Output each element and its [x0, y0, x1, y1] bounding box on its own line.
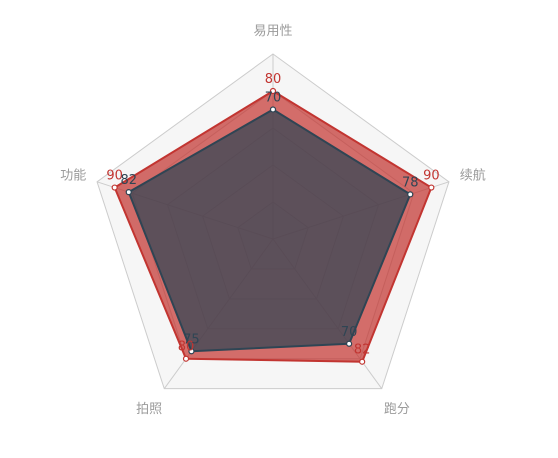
data-point [346, 340, 353, 347]
indicator-label: 功能 [60, 168, 86, 183]
data-point [188, 348, 195, 355]
data-point [182, 355, 190, 362]
data-point [111, 184, 118, 191]
data-point [125, 189, 132, 196]
indicator-label: 拍照 [136, 402, 162, 417]
data-point [359, 358, 366, 365]
data-point [269, 87, 277, 95]
data-point [428, 184, 435, 191]
data-label: 82 [120, 173, 137, 188]
data-point [269, 106, 277, 113]
data-label: 90 [106, 169, 123, 184]
data-label: 90 [423, 169, 440, 184]
data-point [407, 191, 414, 198]
data-label: 75 [183, 332, 200, 347]
indicator-label: 跑分 [384, 402, 410, 417]
data-label: 82 [354, 343, 371, 358]
indicator-label: 续航 [460, 167, 486, 183]
data-label: 70 [265, 91, 282, 106]
data-label: 78 [402, 175, 419, 190]
indicator-label: 易用性 [253, 24, 292, 39]
radar-series [111, 87, 435, 365]
data-label: 70 [341, 325, 358, 340]
radar-series-2 [125, 106, 414, 355]
series-area [127, 108, 412, 353]
data-label: 80 [265, 72, 282, 87]
data-label: 80 [178, 340, 195, 355]
